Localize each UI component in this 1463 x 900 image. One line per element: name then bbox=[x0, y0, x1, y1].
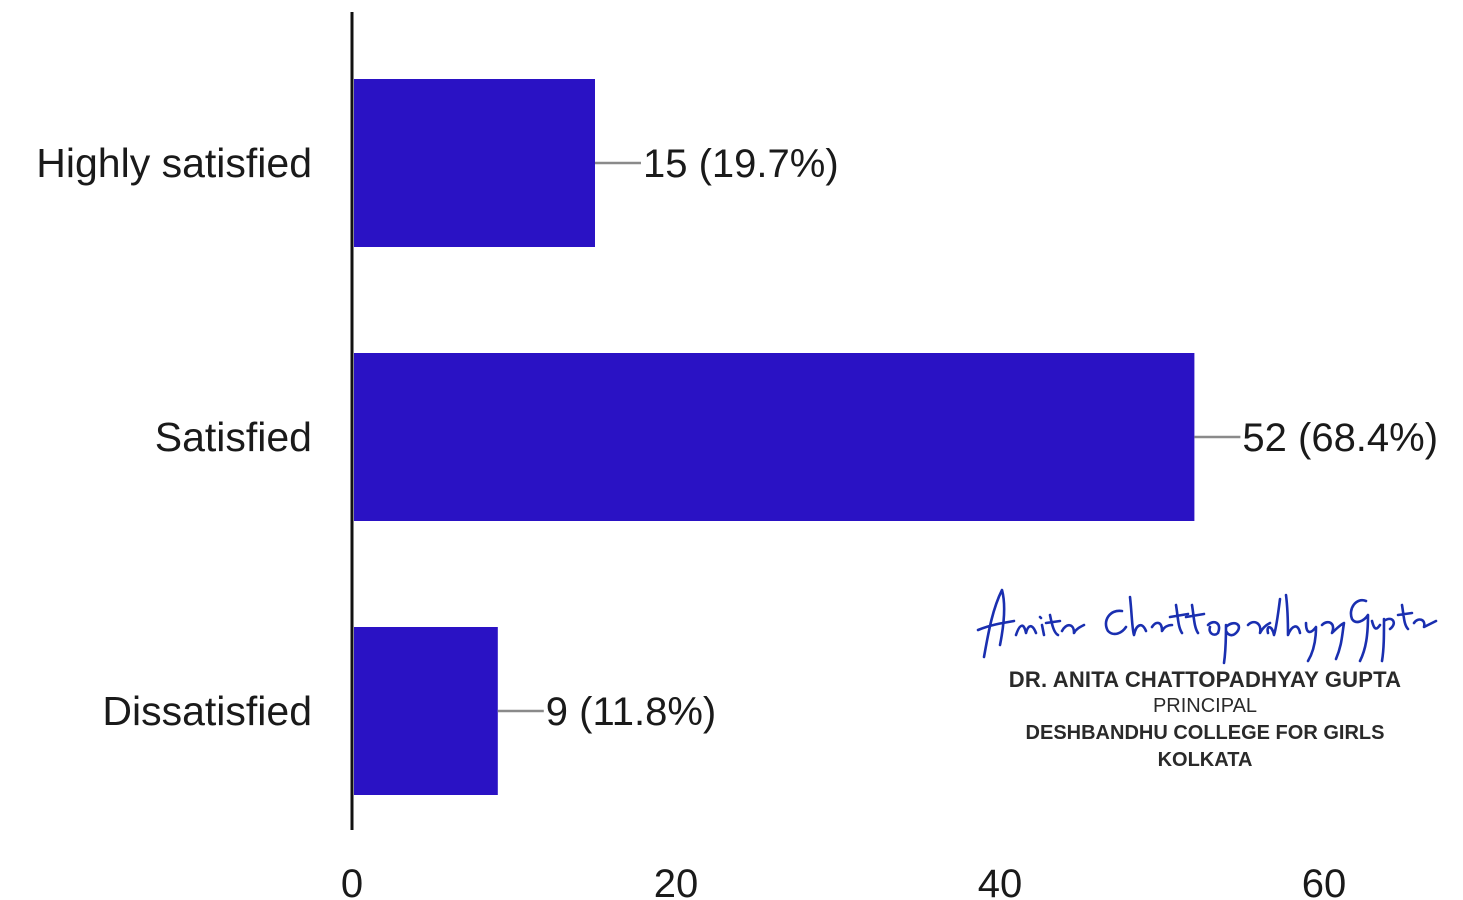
x-tick-label-20: 20 bbox=[654, 862, 699, 900]
leader-lines-group bbox=[497, 161, 1241, 713]
data-labels-group: 15 (19.7%) 52 (68.4%) 9 (11.8%) bbox=[546, 142, 1438, 734]
x-tick-label-0: 0 bbox=[341, 862, 363, 900]
x-tick-labels-group: 0 20 40 60 bbox=[341, 862, 1346, 900]
signatory-institution: DESHBANDHU COLLEGE FOR GIRLS bbox=[1025, 722, 1385, 744]
category-label-satisfied: Satisfied bbox=[155, 414, 312, 460]
signatory-name: DR. ANITA CHATTOPADHYAY GUPTA bbox=[1008, 667, 1402, 692]
x-tick-label-40: 40 bbox=[978, 862, 1023, 900]
signatory-designation: PRINCIPAL bbox=[1152, 695, 1258, 717]
signatory-city: KOLKATA bbox=[1157, 749, 1253, 771]
data-label-satisfied: 52 (68.4%) bbox=[1242, 416, 1438, 460]
category-labels-group: Highly satisfied Satisfied Dissatisfied bbox=[36, 140, 312, 734]
data-label-highly-satisfied: 15 (19.7%) bbox=[643, 142, 839, 186]
bar-dissatisfied bbox=[354, 627, 498, 795]
bars-group bbox=[354, 79, 1195, 795]
signature-stamp: DR. ANITA CHATTOPADHYAY GUPTA PRINCIPAL … bbox=[960, 575, 1450, 774]
category-label-highly-satisfied: Highly satisfied bbox=[36, 140, 312, 186]
handwritten-signature bbox=[976, 588, 1438, 665]
x-tick-label-60: 60 bbox=[1302, 862, 1347, 900]
data-label-dissatisfied: 9 (11.8%) bbox=[546, 690, 716, 734]
bar-highly-satisfied bbox=[354, 79, 595, 247]
bar-satisfied bbox=[354, 353, 1195, 521]
category-label-dissatisfied: Dissatisfied bbox=[102, 688, 312, 734]
